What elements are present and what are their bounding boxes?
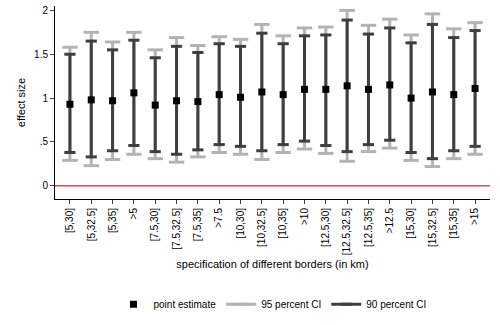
svg-text:2: 2 [42,5,48,16]
svg-text:.5: .5 [40,136,49,147]
svg-text:[10,32.5]: [10,32.5] [256,208,267,247]
svg-text:>10: >10 [299,208,310,225]
svg-text:[7.5,30]: [7.5,30] [149,208,160,242]
svg-text:>7.5: >7.5 [213,208,224,228]
svg-text:>15: >15 [469,208,480,225]
svg-text:[15,30]: [15,30] [405,208,416,239]
svg-text:0: 0 [42,180,48,191]
svg-text:[5,32.5]: [5,32.5] [86,208,97,242]
svg-text:[7.5,35]: [7.5,35] [192,208,203,242]
svg-text:95 percent CI: 95 percent CI [261,299,321,310]
svg-text:effect size: effect size [15,78,27,127]
svg-text:90 percent CI: 90 percent CI [366,299,426,310]
svg-text:point estimate: point estimate [154,299,217,310]
svg-text:[15,32.5]: [15,32.5] [427,208,438,247]
svg-text:>5: >5 [128,208,139,220]
svg-text:1: 1 [42,93,48,104]
svg-text:[10,35]: [10,35] [277,208,288,239]
svg-text:[5,35]: [5,35] [107,208,118,233]
svg-text:[7.5,32.5]: [7.5,32.5] [171,208,182,250]
svg-text:>12.5: >12.5 [384,208,395,234]
svg-text:specification of different bor: specification of different borders (in k… [176,258,368,270]
svg-text:[12.5,30]: [12.5,30] [320,208,331,247]
svg-text:[10,30]: [10,30] [235,208,246,239]
svg-text:1.5: 1.5 [34,49,48,60]
svg-text:[15,35]: [15,35] [448,208,459,239]
svg-text:[5,30]: [5,30] [64,208,75,233]
svg-text:[12.5,35]: [12.5,35] [363,208,374,247]
svg-text:[12.5,32.5]: [12.5,32.5] [341,208,352,255]
